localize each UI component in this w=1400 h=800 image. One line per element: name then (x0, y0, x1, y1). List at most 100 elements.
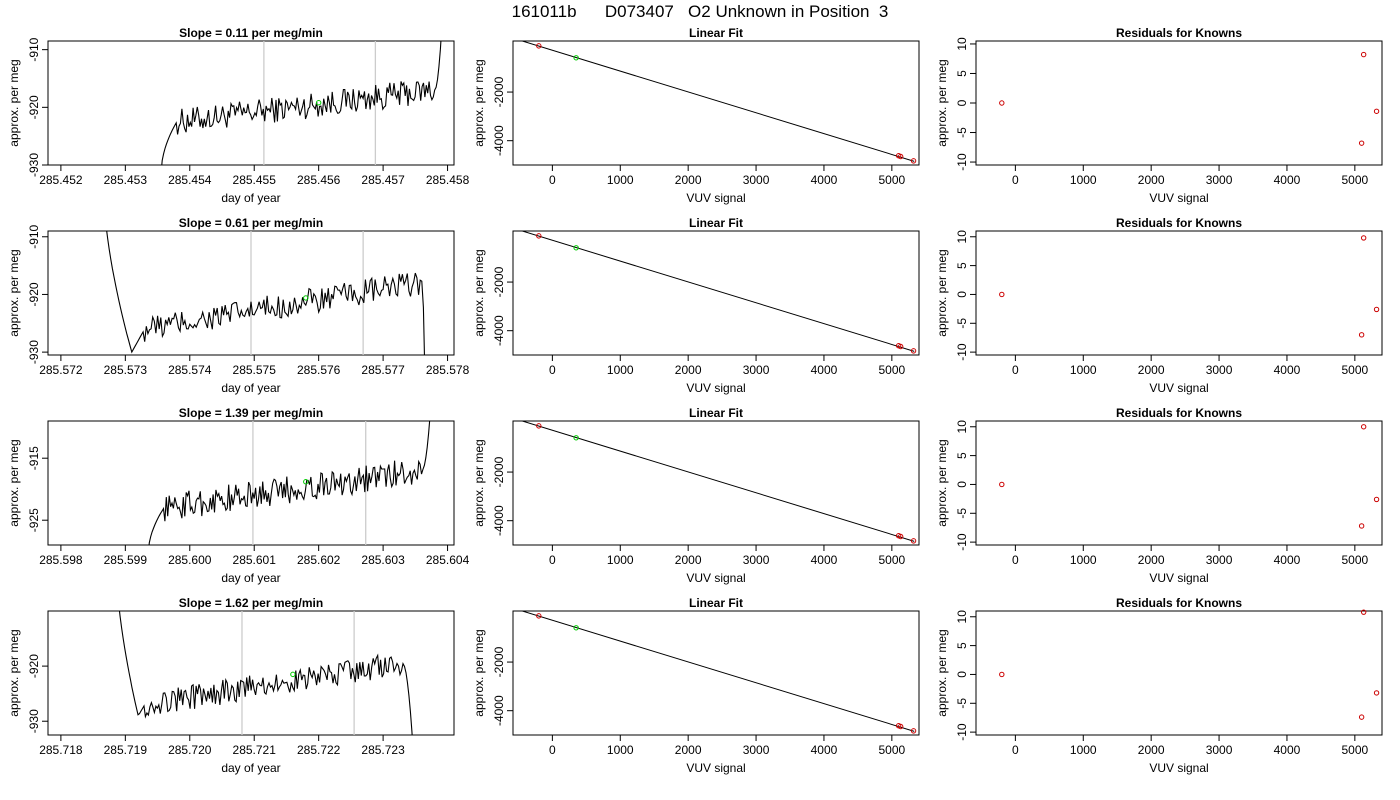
y-axis-label: approx. per meg (472, 59, 486, 146)
known-point (897, 343, 904, 350)
x-tick-label: 4000 (811, 743, 838, 757)
x-tick-label: 285.604 (426, 553, 470, 567)
series-line (118, 611, 413, 735)
x-tick-label: 285.578 (426, 363, 470, 377)
x-tick-label: 1000 (607, 553, 634, 567)
x-tick-label: 2000 (1138, 743, 1165, 757)
x-axis-label: VUV signal (1149, 191, 1208, 205)
x-tick-label: 0 (1012, 173, 1019, 187)
y-tick-label: 10 (955, 230, 969, 244)
y-tick-label: -4000 (492, 505, 506, 536)
x-tick-label: 1000 (607, 173, 634, 187)
x-tick-label: 5000 (1341, 363, 1368, 377)
y-tick-label: -10 (955, 533, 969, 551)
unknown-point (573, 435, 579, 441)
x-tick-label: 285.719 (104, 743, 148, 757)
x-tick-label: 285.598 (39, 553, 83, 567)
unknown-point (303, 295, 309, 301)
y-tick-label: -10 (955, 153, 969, 171)
unknown-point (573, 625, 579, 631)
plot-frame (512, 40, 920, 166)
x-tick-label: 0 (1012, 363, 1019, 377)
y-axis-label: approx. per meg (935, 249, 949, 336)
x-tick-label: 4000 (1274, 743, 1301, 757)
y-tick-label: -930 (27, 709, 41, 733)
plot-frame (47, 40, 455, 166)
x-tick-label: 285.457 (361, 173, 405, 187)
y-axis-label: approx. per meg (7, 59, 21, 146)
known-point (1358, 140, 1365, 146)
panel-title: Linear Fit (689, 406, 743, 420)
y-tick-label: -925 (27, 508, 41, 532)
x-tick-label: 285.455 (233, 173, 277, 187)
y-tick-label: -5 (955, 318, 969, 329)
y-tick-label: -2000 (492, 76, 506, 107)
known-point (1358, 714, 1365, 720)
plot-frame (512, 610, 920, 736)
y-tick-label: -4000 (492, 125, 506, 156)
known-point (999, 291, 1005, 298)
plot-frame (47, 610, 455, 736)
series-line (106, 231, 425, 355)
x-tick-label: 285.573 (104, 363, 148, 377)
x-tick-label: 3000 (743, 743, 770, 757)
known-point (1360, 51, 1367, 58)
panel-title: Slope = 1.39 per meg/min (179, 406, 323, 420)
known-point (536, 233, 542, 239)
y-tick-label: 5 (955, 642, 969, 649)
unknown-point (315, 100, 322, 106)
x-tick-label: 4000 (1274, 363, 1301, 377)
x-tick-label: 285.456 (297, 173, 341, 187)
x-tick-label: 3000 (743, 173, 770, 187)
y-tick-label: -5 (955, 698, 969, 709)
x-tick-label: 1000 (1070, 553, 1097, 567)
x-axis-label: VUV signal (686, 191, 745, 205)
x-tick-label: 2000 (1138, 363, 1165, 377)
known-point (1373, 496, 1380, 503)
known-point (897, 533, 904, 540)
plot-frame (512, 230, 920, 356)
y-tick-label: -920 (27, 654, 41, 678)
y-tick-label: 5 (955, 452, 969, 459)
x-tick-label: 285.602 (297, 553, 341, 567)
x-tick-label: 285.576 (297, 363, 341, 377)
known-point (897, 723, 904, 730)
x-tick-label: 285.458 (426, 173, 470, 187)
y-tick-label: -2000 (492, 266, 506, 297)
known-point (1373, 108, 1380, 114)
x-tick-label: 3000 (743, 363, 770, 377)
panel-title: Residuals for Knowns (1116, 406, 1242, 420)
x-tick-label: 285.723 (361, 743, 405, 757)
series-line (148, 421, 431, 545)
plot-frame (975, 40, 1383, 166)
x-tick-label: 285.721 (233, 743, 277, 757)
x-tick-label: 285.454 (168, 173, 212, 187)
known-point (1373, 306, 1380, 313)
x-tick-label: 4000 (811, 363, 838, 377)
series-line (161, 41, 442, 165)
x-tick-label: 5000 (878, 173, 905, 187)
x-tick-label: 285.601 (233, 553, 277, 567)
x-tick-label: 285.575 (233, 363, 277, 377)
y-axis-label: approx. per meg (7, 629, 21, 716)
x-tick-label: 285.720 (168, 743, 212, 757)
x-tick-label: 285.599 (104, 553, 148, 567)
known-point (999, 481, 1005, 488)
x-axis-label: VUV signal (1149, 381, 1208, 395)
x-tick-label: 1000 (1070, 363, 1097, 377)
known-point (536, 613, 542, 619)
y-tick-label: 0 (955, 99, 969, 106)
y-axis-label: approx. per meg (7, 439, 21, 526)
known-point (910, 538, 917, 544)
x-tick-label: 285.722 (297, 743, 341, 757)
y-tick-label: 0 (955, 291, 969, 298)
y-tick-label: -920 (27, 95, 41, 119)
y-axis-label: approx. per meg (935, 439, 949, 526)
x-tick-label: 0 (1012, 553, 1019, 567)
x-tick-label: 3000 (1206, 173, 1233, 187)
y-axis-label: approx. per meg (935, 629, 949, 716)
x-tick-label: 3000 (1206, 553, 1233, 567)
panel-title: Slope = 0.61 per meg/min (179, 216, 323, 230)
y-axis-label: approx. per meg (472, 249, 486, 336)
